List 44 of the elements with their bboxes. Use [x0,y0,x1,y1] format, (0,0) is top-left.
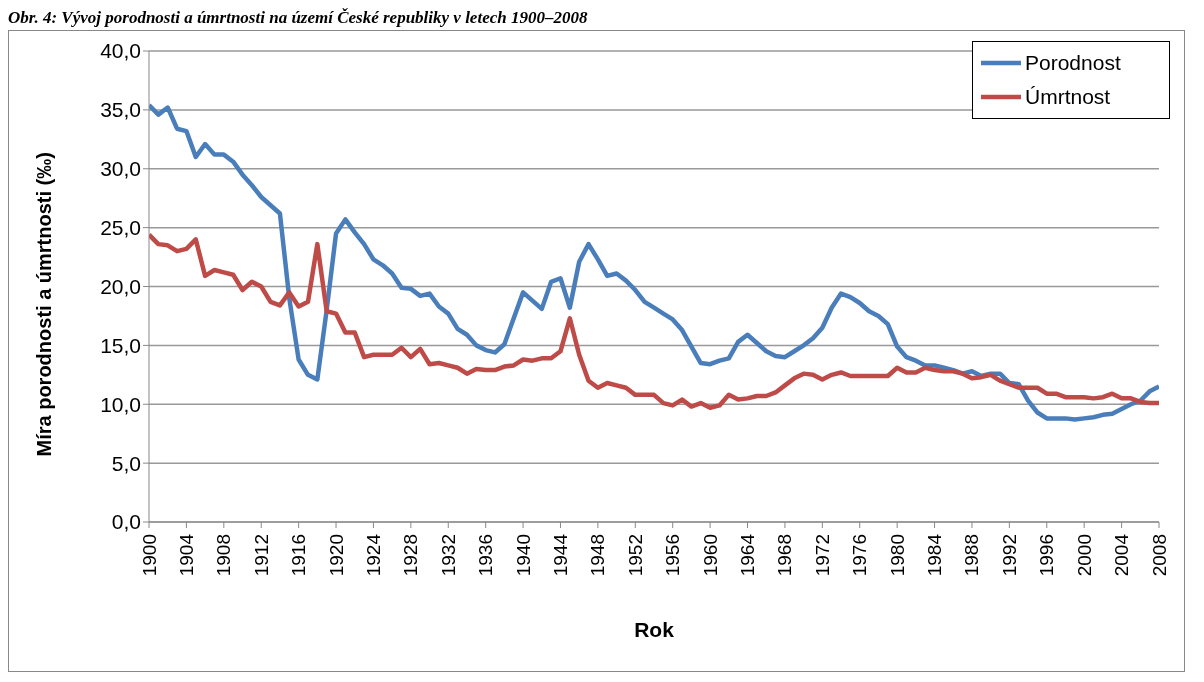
y-axis-title: Míra porodnosti a úmrtnosti (‰) [33,152,56,457]
x-tick-label: 1960 [699,534,721,577]
legend-label: Porodnost [1025,51,1121,75]
x-tick-label: 1984 [924,533,946,577]
x-tick-label: 1980 [886,534,908,577]
x-tick-label: 1940 [512,534,534,577]
legend-label: Úmrtnost [1025,85,1111,109]
y-tick-label: 40,0 [100,39,141,63]
x-tick-label: 2008 [1148,534,1170,577]
y-tick-label: 35,0 [100,98,141,122]
y-tick-label: 10,0 [100,392,141,416]
x-tick-label: 1920 [325,534,347,577]
x-tick-label: 1972 [811,534,833,577]
y-tick-label: 25,0 [100,216,141,240]
x-tick-label: 1916 [288,534,310,577]
x-tick-label: 1952 [624,534,646,577]
y-tick-label: 15,0 [100,333,141,357]
x-axis-title: Rok [634,618,675,641]
x-tick-label: 1976 [849,534,871,577]
x-tick-label: 1988 [961,534,983,577]
x-tick-label: 1948 [587,534,609,577]
y-tick-label: 20,0 [100,274,141,298]
x-tick-label: 1924 [362,533,384,577]
x-tick-label: 1908 [213,534,235,577]
x-tick-label: 1996 [1036,534,1058,577]
x-tick-label: 1900 [138,534,160,577]
x-tick-label: 1928 [400,534,422,577]
x-tick-label: 1904 [175,533,197,577]
x-tick-label: 1956 [662,534,684,577]
line-series [149,102,1159,422]
chart-title: Obr. 4: Vývoj porodnosti a úmrtnosti na území České republiky v letech 1900–2008 [8,8,589,29]
y-tick-label: 0,0 [111,510,141,534]
x-tick-label: 1932 [437,534,459,577]
y-tick-label: 5,0 [111,451,141,475]
x-tick-label: 1936 [475,534,497,577]
x-tick-label: 1968 [774,534,796,577]
x-tick-label: 1992 [998,534,1020,577]
x-tick-label: 1912 [250,534,272,577]
line-series [149,232,1159,411]
x-tick-label: 1964 [737,533,759,577]
y-tick-label: 30,0 [100,157,141,181]
x-tick-label: 1944 [549,533,571,577]
x-tick-label: 2000 [1073,534,1095,577]
x-tick-label: 2004 [1111,533,1133,577]
